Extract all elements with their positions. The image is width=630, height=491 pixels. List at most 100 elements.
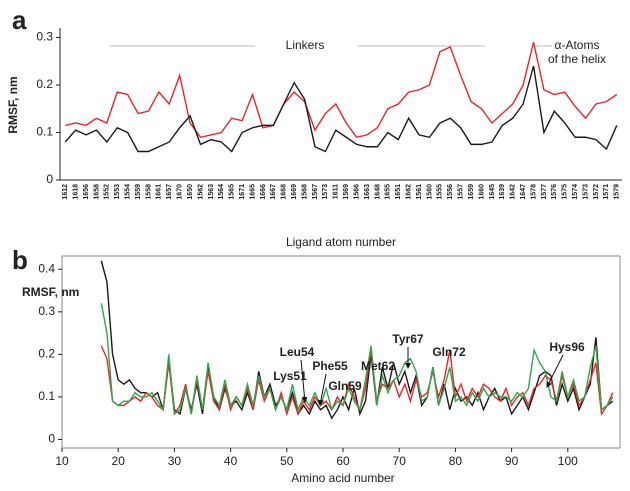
x-axis-label: Amino acid number [291, 471, 394, 485]
x-tick-label: 1612 [62, 184, 69, 200]
x-tick-label: 100 [558, 454, 578, 468]
annotation-arrow [300, 359, 308, 403]
y-tick-label: 0.1 [36, 125, 53, 139]
x-tick-label: 30 [168, 454, 182, 468]
series-line [100, 345, 614, 417]
x-tick-label: 40 [224, 454, 238, 468]
x-tick-label: 1579 [614, 184, 621, 200]
x-tick-label: 1552 [104, 184, 111, 200]
x-tick-label: 1567 [312, 184, 319, 200]
x-tick-label: 1668 [281, 184, 288, 200]
x-tick-label: 1554 [124, 184, 131, 200]
x-tick-label: 50 [280, 454, 294, 468]
panel-0: a 0 0.1 0.2 0.3 1612 1618 1656 1658 1552 1553 1554 1… [6, 5, 622, 249]
series-line [64, 65, 618, 153]
x-tick-label: 1665 [249, 184, 256, 200]
x-tick-label: 1645 [489, 184, 496, 200]
x-tick-label: 1651 [395, 184, 402, 200]
x-tick-label: 1658 [93, 184, 100, 200]
x-tick-label: 1561 [416, 184, 423, 200]
x-tick-label: 1648 [374, 184, 381, 200]
x-tick-label: 1671 [239, 184, 246, 200]
x-tick-label: 1575 [562, 184, 569, 200]
x-tick-label: 1565 [229, 184, 236, 200]
x-tick-label: 1670 [177, 184, 184, 200]
x-tick-label: 1655 [385, 184, 392, 200]
x-tick-label: 90 [505, 454, 519, 468]
x-tick-label: 1574 [572, 184, 579, 200]
annotation: α-Atoms [555, 38, 600, 52]
annotation: Gln59 [328, 379, 362, 393]
x-tick-label: 1662 [405, 184, 412, 200]
y-axis-label: RMSF, nm [6, 76, 20, 133]
x-tick-label: 1573 [322, 184, 329, 200]
x-tick-label: 1573 [582, 184, 589, 200]
x-tick-label: 1577 [541, 184, 548, 200]
x-tick-label: 1611 [333, 184, 340, 199]
x-tick-label: 1571 [603, 184, 610, 200]
x-tick-label: 80 [449, 454, 463, 468]
x-tick-label: 1657 [166, 184, 173, 200]
x-tick-label: 20 [112, 454, 126, 468]
panel-1: b 0 0.1 0.2 0.3 0.4 10 20 30 40 50 60 70 80 90 100 RMSF,… [12, 245, 621, 485]
panel-label: b [12, 245, 28, 275]
x-tick-label: 1618 [72, 184, 79, 200]
annotation: Lys51 [273, 369, 307, 383]
x-tick-label: 1669 [291, 184, 298, 200]
x-tick-label: 1560 [426, 184, 433, 200]
x-tick-label: 1656 [83, 184, 90, 200]
series-line [100, 303, 614, 416]
y-tick-label: 0.3 [38, 304, 55, 318]
y-tick-label: 0 [48, 432, 55, 446]
x-tick-label: 10 [55, 454, 69, 468]
x-tick-label: 1553 [114, 184, 121, 200]
x-tick-label: 1642 [510, 184, 517, 200]
y-tick-label: 0.1 [38, 389, 55, 403]
annotation: Met62 [361, 359, 395, 373]
annotation: Phe55 [312, 359, 348, 373]
y-tick-label: 0.3 [36, 30, 53, 44]
annotation: Leu54 [280, 345, 315, 359]
y-tick-label: 0.2 [38, 347, 55, 361]
x-tick-label: 1564 [218, 184, 225, 200]
x-tick-label: 1576 [551, 184, 558, 200]
x-tick-label: 1566 [353, 184, 360, 200]
x-tick-label: 1568 [301, 184, 308, 200]
panel-label: a [12, 5, 27, 35]
annotation-arrow [546, 354, 564, 388]
x-tick-label: 1569 [343, 184, 350, 200]
x-tick-label: 1555 [437, 184, 444, 200]
annotation: Linkers [286, 38, 325, 52]
x-tick-label: 1558 [145, 184, 152, 200]
annotation: Gln72 [432, 345, 466, 359]
x-tick-label: 1659 [468, 184, 475, 200]
plot-frame [61, 255, 621, 449]
annotation: of the helix [548, 52, 606, 66]
x-tick-label: 1639 [499, 184, 506, 200]
x-tick-label: 1666 [260, 184, 267, 200]
x-tick-label: 1578 [530, 184, 537, 200]
series-line [65, 42, 618, 139]
annotation: Tyr67 [392, 332, 423, 346]
series-line [100, 260, 614, 420]
x-tick-label: 1663 [364, 184, 371, 200]
y-tick-label: 0.2 [36, 77, 53, 91]
x-axis-label: Ligand atom number [286, 235, 396, 249]
x-tick-label: 1572 [593, 184, 600, 200]
x-tick-label: 1563 [208, 184, 215, 200]
x-tick-label: 1556 [447, 184, 454, 200]
x-tick-label: 1647 [520, 184, 527, 200]
annotation: Hys96 [549, 340, 585, 354]
y-tick-label: 0 [46, 172, 53, 186]
x-tick-label: 1660 [478, 184, 485, 200]
x-tick-label: 1650 [187, 184, 194, 200]
x-tick-label: 1559 [135, 184, 142, 200]
x-tick-label: 1562 [197, 184, 204, 200]
y-axis-label: RMSF, nm [22, 285, 79, 299]
x-tick-label: 70 [393, 454, 407, 468]
annotation-arrow [318, 373, 327, 406]
x-tick-label: 1557 [458, 184, 465, 200]
y-tick-label: 0.4 [38, 261, 55, 275]
x-tick-label: 60 [336, 454, 350, 468]
